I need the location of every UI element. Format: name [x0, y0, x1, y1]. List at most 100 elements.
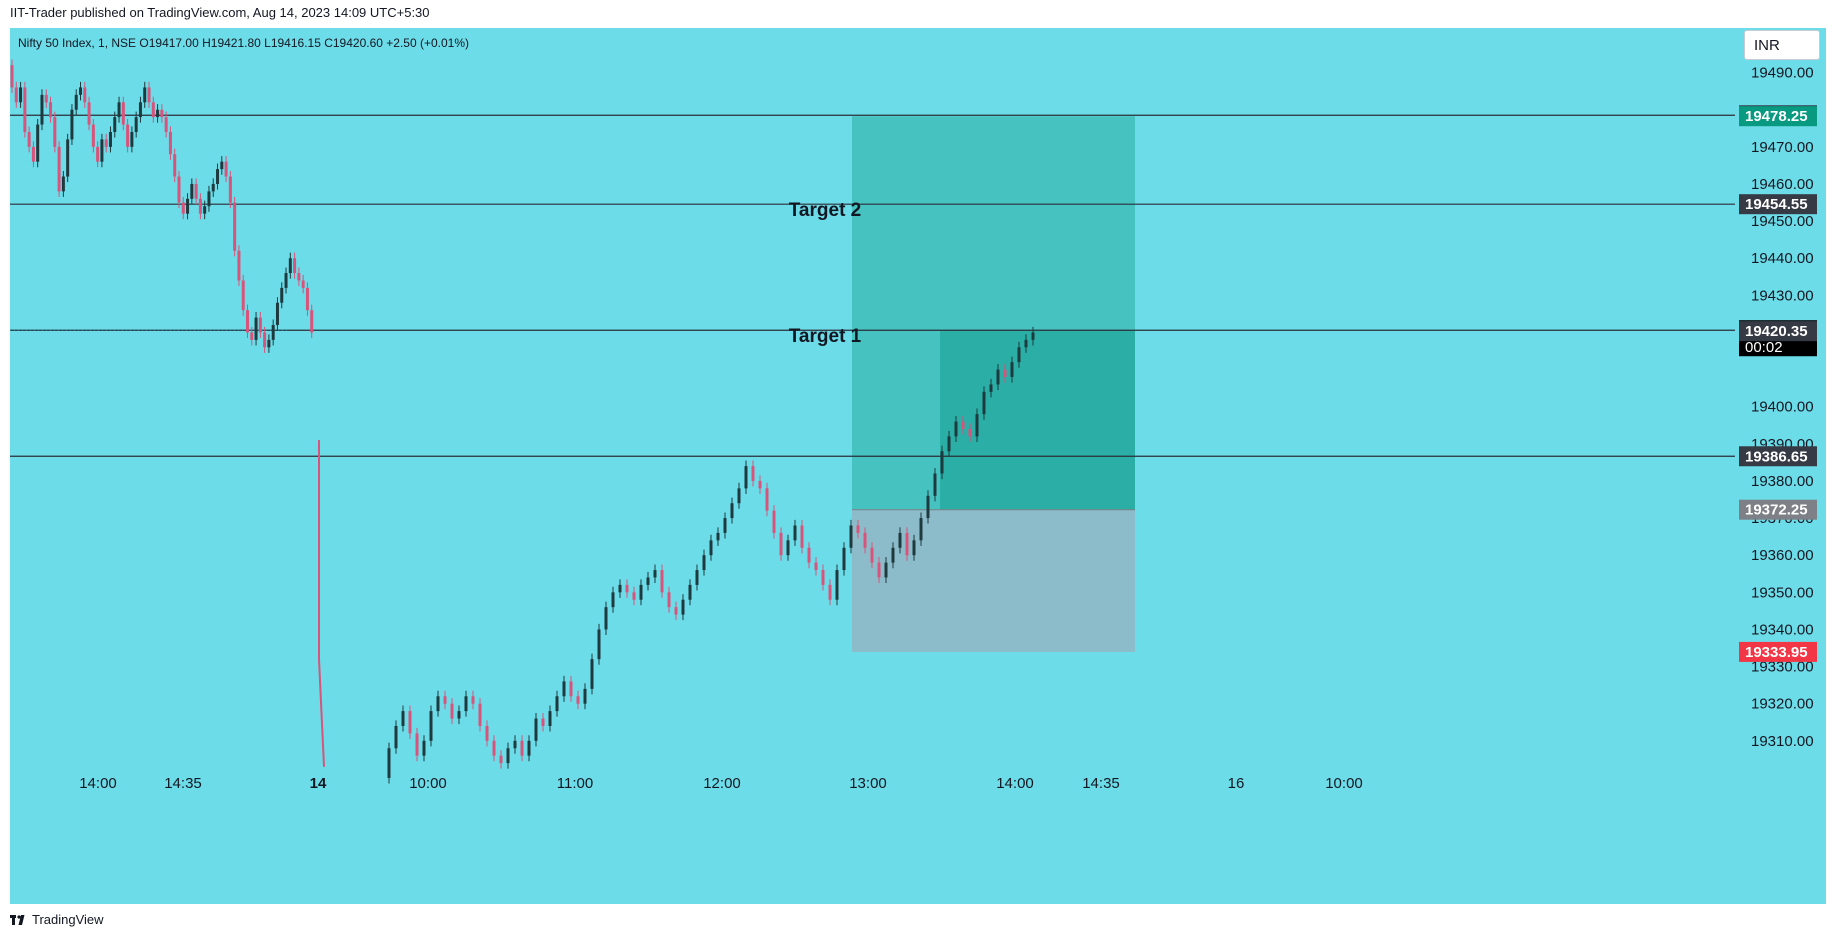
y-tick-label: 19490.00	[1751, 65, 1814, 82]
candle-body	[975, 414, 979, 437]
candle-body	[625, 584, 629, 593]
candle-body	[61, 176, 65, 192]
candle-body	[74, 94, 78, 110]
x-tick-label: 13:00	[849, 775, 887, 792]
candle-body	[828, 584, 832, 600]
candle-body	[130, 131, 134, 147]
candle-body	[478, 703, 482, 726]
candle-body	[604, 607, 608, 630]
candle-body	[284, 273, 288, 288]
candle-body	[31, 146, 35, 162]
candle-body	[765, 488, 769, 511]
candle-body	[40, 94, 44, 125]
candle-body	[779, 532, 783, 556]
candle-body	[443, 696, 447, 704]
candle-body	[492, 740, 496, 756]
candle-body	[1010, 362, 1014, 378]
chart-area[interactable]: Target 2 Target 1 19490.00 19470.00 19460.00…	[10, 28, 1826, 904]
candle-body	[737, 488, 741, 504]
candle-body	[288, 258, 292, 274]
candle-body	[646, 577, 650, 585]
price-tag-label: 19386.65	[1745, 448, 1808, 465]
candle-body	[108, 131, 112, 147]
candle-body	[919, 518, 923, 541]
x-tick-label: 12:00	[703, 775, 741, 792]
candle-body	[91, 124, 95, 147]
candle-body	[254, 317, 258, 340]
candle-body	[160, 109, 164, 118]
price-tag-label: 19478.25	[1745, 108, 1808, 125]
tradingview-logo-icon	[10, 914, 25, 925]
candle-body	[164, 117, 168, 132]
candle-body	[280, 287, 284, 303]
candle-body	[126, 124, 130, 147]
candle-body	[305, 287, 309, 311]
candle-body	[996, 369, 1000, 385]
x-tick-label: 14:00	[996, 775, 1034, 792]
candle-body	[220, 161, 224, 170]
candle-body	[245, 310, 249, 333]
candle-body	[387, 748, 391, 778]
candle-body	[506, 748, 510, 764]
countdown-label: 00:02	[1745, 339, 1783, 356]
price-tag-label: 19420.35	[1745, 323, 1808, 340]
price-tag	[1739, 194, 1817, 215]
candle-body	[982, 391, 986, 415]
price-chart[interactable]: Target 2 Target 1 19490.00 19470.00 19460.00…	[10, 28, 1826, 904]
candle-body	[415, 733, 419, 756]
y-tick-label: 19400.00	[1751, 399, 1814, 416]
candle-body	[138, 102, 142, 118]
candle-body	[527, 740, 531, 756]
candle-body	[147, 87, 151, 103]
candle-body	[758, 480, 762, 489]
currency-button[interactable]: INR	[1744, 30, 1820, 60]
candle-body	[681, 599, 685, 615]
candle-body	[228, 176, 232, 203]
candle-body	[301, 280, 305, 288]
candle-body	[36, 124, 40, 162]
price-tag-label: 19372.25	[1745, 502, 1808, 519]
candle-body	[954, 421, 958, 437]
candle-body	[297, 273, 301, 281]
brand-footer[interactable]: TradingView	[10, 912, 104, 927]
candle-body	[134, 117, 138, 132]
candle-body	[870, 547, 874, 563]
candle-body	[117, 102, 121, 118]
candle-body	[744, 466, 748, 489]
candle-body	[436, 696, 440, 712]
candle-body	[14, 87, 18, 103]
candle-body	[513, 740, 517, 749]
candle-body	[401, 711, 405, 726]
candle-body	[121, 102, 125, 125]
symbol-legend[interactable]: Nifty 50 Index, 1, NSE O19417.00 H19421.…	[18, 36, 469, 50]
candle-body	[87, 102, 91, 125]
candle-body	[562, 681, 566, 697]
candle-body	[702, 555, 706, 571]
candle-body	[569, 681, 573, 697]
y-tick-label: 19320.00	[1751, 696, 1814, 713]
brand-name: TradingView	[32, 912, 104, 927]
session-gap-drop	[318, 659, 325, 767]
candle-body	[27, 131, 31, 147]
candle-body	[555, 696, 559, 712]
annotation-label: Target 2	[789, 200, 862, 221]
y-tick-label: 19350.00	[1751, 584, 1814, 601]
y-tick-label: 19340.00	[1751, 621, 1814, 638]
x-tick-label: 10:00	[1325, 775, 1363, 792]
candle-body	[807, 547, 811, 563]
candle-body	[100, 139, 104, 162]
candle-body	[422, 740, 426, 756]
candle-body	[821, 570, 825, 585]
candle-body	[611, 592, 615, 608]
candle-body	[471, 696, 475, 704]
candle-body	[835, 570, 839, 600]
stop-zone	[852, 509, 1135, 652]
candle-body	[961, 421, 965, 429]
candle-body	[83, 87, 87, 103]
candle-body	[541, 718, 545, 726]
candle-body	[723, 518, 727, 533]
candle-body	[898, 532, 902, 548]
candle-body	[814, 562, 818, 571]
candle-body	[632, 592, 636, 600]
candle-body	[716, 532, 720, 541]
